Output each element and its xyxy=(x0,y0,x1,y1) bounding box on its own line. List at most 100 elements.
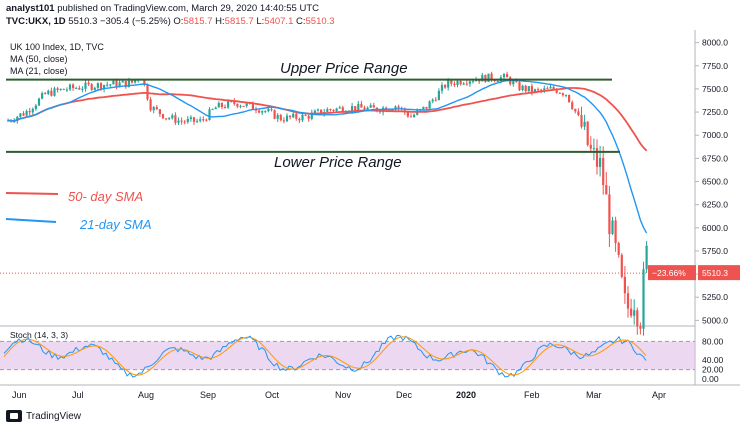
candle-body xyxy=(84,82,87,89)
candle-body xyxy=(378,111,382,113)
candle-body xyxy=(561,93,564,96)
candle-body xyxy=(165,118,168,120)
candle-body xyxy=(357,103,360,111)
candle-body xyxy=(44,93,47,95)
candle-body xyxy=(103,84,106,89)
o-label: O: xyxy=(173,16,184,27)
candle-body xyxy=(636,310,639,327)
time-tick-label: 2020 xyxy=(456,390,476,400)
candle-body xyxy=(118,82,121,87)
candle-body xyxy=(230,101,233,103)
candle-body xyxy=(109,84,112,86)
candle-body xyxy=(506,74,509,78)
publish-info: published on TradingView.com, March 29, … xyxy=(54,3,319,14)
candle-body xyxy=(524,85,527,92)
candle-body xyxy=(465,83,468,85)
author[interactable]: analyst101 xyxy=(6,3,55,14)
candle-body xyxy=(595,148,599,167)
candle-body xyxy=(292,113,295,118)
candle-body xyxy=(47,90,50,94)
candle-body xyxy=(425,106,428,109)
candle-body xyxy=(602,157,605,186)
candle-body xyxy=(22,113,25,116)
price-tick-label: 5250.0 xyxy=(702,292,728,302)
tradingview-logo-icon xyxy=(6,410,22,422)
lower-range-label: Lower Price Range xyxy=(274,154,402,171)
legend-ma21[interactable]: MA (21, close) xyxy=(10,66,68,76)
candle-body xyxy=(397,106,400,108)
legend-title[interactable]: UK 100 Index, 1D, TVC xyxy=(10,42,104,52)
candle-body xyxy=(437,90,440,101)
candle-body xyxy=(515,81,518,83)
ma21-line xyxy=(7,79,648,234)
stoch-d-line xyxy=(3,336,647,376)
candle-body xyxy=(533,89,537,93)
close-value: 5510.3 xyxy=(305,16,335,27)
candle-body xyxy=(189,117,192,119)
candle-body xyxy=(608,194,611,235)
c-label: C: xyxy=(296,16,306,27)
candle-body xyxy=(583,121,586,127)
candle-body xyxy=(68,84,72,90)
price-tick-label: 6750.0 xyxy=(702,153,728,163)
candle-body xyxy=(155,107,158,110)
time-tick-label: Mar xyxy=(586,390,602,400)
candle-body xyxy=(37,98,41,106)
candle-body xyxy=(481,75,484,82)
candle-body xyxy=(521,85,524,91)
candle-body xyxy=(53,88,56,96)
time-tick-label: Apr xyxy=(652,390,666,400)
price-badge xyxy=(698,265,740,281)
candle-body xyxy=(335,108,338,111)
candle-body xyxy=(174,115,177,123)
candle-body xyxy=(158,109,161,115)
candle-body xyxy=(574,108,577,112)
candle-body xyxy=(134,80,137,83)
candle-body xyxy=(564,94,568,96)
candle-body xyxy=(453,83,456,86)
candle-body xyxy=(217,102,220,108)
candle-body xyxy=(552,87,555,90)
candle-body xyxy=(227,101,230,108)
candle-body xyxy=(440,85,444,91)
candle-body xyxy=(571,102,574,109)
candle-body xyxy=(341,107,344,113)
candle-body xyxy=(512,81,515,85)
candle-body xyxy=(130,80,134,83)
candle-body xyxy=(196,120,199,122)
candle-body xyxy=(289,115,292,118)
stoch-tick-label: 40.00 xyxy=(702,355,724,365)
candle-body xyxy=(258,110,261,113)
sma50-legend-line xyxy=(5,192,59,195)
time-tick-label: Jun xyxy=(12,390,27,400)
footer[interactable]: TradingView xyxy=(6,410,81,422)
price-tick-label: 7250.0 xyxy=(702,107,728,117)
legend-ma50[interactable]: MA (50, close) xyxy=(10,54,68,64)
candle-body xyxy=(599,157,602,167)
candle-body xyxy=(285,115,289,122)
brand-name: TradingView xyxy=(26,410,82,422)
candle-body xyxy=(223,106,227,108)
candle-body xyxy=(183,121,186,123)
candle-body xyxy=(313,110,316,113)
candle-body xyxy=(236,103,239,107)
candle-body xyxy=(332,110,335,112)
candle-body xyxy=(586,121,589,145)
symbol: TVC:UKX, 1D xyxy=(6,16,66,27)
ohlc-line: TVC:UKX, 1D 5510.3 −305.4 (−5.25%) O:581… xyxy=(6,16,335,27)
candle-body xyxy=(220,102,223,107)
candle-body xyxy=(261,111,264,113)
candle-body xyxy=(87,82,90,85)
time-tick-label: Oct xyxy=(265,390,280,400)
candle-body xyxy=(211,109,214,111)
candle-body xyxy=(326,109,329,113)
candle-body xyxy=(614,220,617,243)
candle-body xyxy=(329,109,332,111)
pct-badge xyxy=(648,265,696,281)
sma21-legend-line xyxy=(5,218,57,223)
price-tick-label: 6250.0 xyxy=(702,200,728,210)
candle-body xyxy=(403,108,406,113)
candle-body xyxy=(605,185,608,195)
candle-body xyxy=(34,105,37,109)
